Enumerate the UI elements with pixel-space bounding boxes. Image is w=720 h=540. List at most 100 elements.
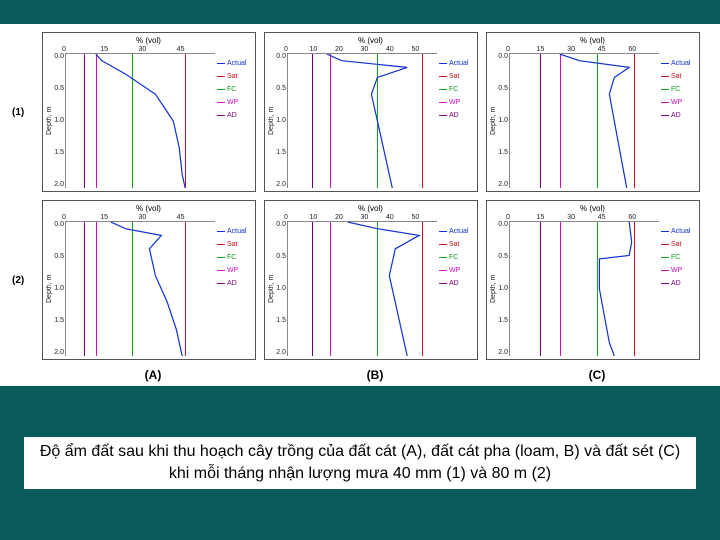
plot-area <box>287 221 437 356</box>
actual-curve <box>66 54 215 188</box>
legend-label: WP <box>449 267 460 274</box>
legend-label: AD <box>449 280 459 287</box>
legend-label: Sat <box>671 73 682 80</box>
charts-grid: (1)% (vol)0153045Depth, m0.00.51.01.52.0… <box>0 24 720 386</box>
legend-item: WP <box>661 99 695 106</box>
chart-panel: % (vol)0153045Depth, m0.00.51.01.52.0Act… <box>42 200 256 360</box>
actual-curve <box>66 222 215 356</box>
legend-item: Actual <box>661 228 695 235</box>
legend-label: Actual <box>671 60 690 67</box>
legend-item: WP <box>217 99 251 106</box>
y-ticks: 0.00.51.01.52.0 <box>497 221 509 356</box>
legend-label: Sat <box>671 241 682 248</box>
y-ticks: 0.00.51.01.52.0 <box>275 221 287 356</box>
legend-swatch <box>661 63 669 64</box>
chart-legend: Actual Sat FC WP AD <box>217 46 251 188</box>
legend-item: Sat <box>439 241 473 248</box>
chart-panel: % (vol)0153045Depth, m0.00.51.01.52.0 Act… <box>42 32 256 192</box>
legend-swatch <box>661 89 669 90</box>
chart-x-title: % (vol) <box>268 204 473 213</box>
chart-panel: % (vol)015304560Depth, m0.00.51.01.52.0A… <box>486 200 700 360</box>
legend-swatch <box>439 257 447 258</box>
legend-item: FC <box>439 86 473 93</box>
plot-area <box>65 53 215 188</box>
legend-item: FC <box>217 86 251 93</box>
chart-panel: % (vol)015304560Depth, m0.00.51.01.52.0A… <box>486 32 700 192</box>
legend-item: WP <box>661 267 695 274</box>
actual-curve <box>288 54 437 188</box>
chart-x-title: % (vol) <box>46 36 251 45</box>
legend-label: FC <box>671 86 680 93</box>
legend-item: Sat <box>661 241 695 248</box>
legend-label: AD <box>449 112 459 119</box>
x-ticks: 0153045 <box>46 46 215 53</box>
legend-item: Sat <box>661 73 695 80</box>
row-label: (2) <box>12 275 34 286</box>
actual-curve <box>510 222 659 356</box>
legend-swatch <box>661 270 669 271</box>
legend-swatch <box>439 231 447 232</box>
legend-swatch <box>217 76 225 77</box>
legend-swatch <box>439 102 447 103</box>
legend-swatch <box>217 102 225 103</box>
legend-label: WP <box>449 99 460 106</box>
legend-label: Actual <box>227 228 246 235</box>
legend-label: AD <box>671 112 681 119</box>
x-ticks: 015304560 <box>490 214 659 221</box>
y-axis-label: Depth, m <box>490 53 497 188</box>
legend-swatch <box>217 63 225 64</box>
legend-label: Sat <box>449 73 460 80</box>
legend-label: WP <box>227 99 238 106</box>
legend-label: FC <box>227 86 236 93</box>
legend-label: FC <box>449 254 458 261</box>
legend-swatch <box>217 283 225 284</box>
legend-swatch <box>439 283 447 284</box>
y-axis-label: Depth, m <box>46 221 53 356</box>
page: (1)% (vol)0153045Depth, m0.00.51.01.52.0… <box>0 0 720 540</box>
col-label-c: (C) <box>490 368 704 382</box>
chart-legend: ActualSatFCWPAD <box>439 46 473 188</box>
figure-caption: Độ ẩm đất sau khi thu hoạch cây trồng củ… <box>24 437 696 488</box>
caption-area: Độ ẩm đất sau khi thu hoạch cây trồng củ… <box>0 386 720 540</box>
legend-swatch <box>217 257 225 258</box>
legend-label: FC <box>449 86 458 93</box>
col-label-b: (B) <box>268 368 482 382</box>
x-ticks: 0153045 <box>46 214 215 221</box>
legend-swatch <box>439 270 447 271</box>
legend-swatch <box>217 115 225 116</box>
legend-label: Sat <box>227 241 238 248</box>
legend-item: AD <box>661 280 695 287</box>
legend-item: Sat <box>439 73 473 80</box>
y-axis-label: Depth, m <box>268 53 275 188</box>
legend-item: Sat <box>217 241 251 248</box>
legend-swatch <box>217 231 225 232</box>
chart-x-title: % (vol) <box>46 204 251 213</box>
legend-label: Actual <box>227 60 246 67</box>
x-ticks: 015304560 <box>490 46 659 53</box>
legend-label: Actual <box>449 228 468 235</box>
chart-row: (1)% (vol)0153045Depth, m0.00.51.01.52.0… <box>12 32 708 192</box>
legend-item: Actual <box>661 60 695 67</box>
legend-item: FC <box>661 254 695 261</box>
legend-item: AD <box>217 112 251 119</box>
y-axis-label: Depth, m <box>46 53 53 188</box>
chart-legend: Actual Sat FC WP AD <box>439 214 473 356</box>
chart-panel: % (vol)01020304050Depth, m0.00.51.01.52.… <box>264 32 478 192</box>
legend-swatch <box>661 244 669 245</box>
legend-item: Sat <box>217 73 251 80</box>
legend-label: AD <box>227 112 237 119</box>
chart-x-title: % (vol) <box>490 204 695 213</box>
legend-label: Actual <box>671 228 690 235</box>
y-ticks: 0.00.51.01.52.0 <box>53 53 65 188</box>
legend-swatch <box>217 89 225 90</box>
legend-label: AD <box>227 280 237 287</box>
legend-label: FC <box>671 254 680 261</box>
plot-area <box>509 53 659 188</box>
y-ticks: 0.00.51.01.52.0 <box>497 53 509 188</box>
legend-label: Sat <box>227 73 238 80</box>
row-label: (1) <box>12 107 34 118</box>
legend-swatch <box>439 76 447 77</box>
chart-legend: Actual Sat FC WP AD <box>661 46 695 188</box>
legend-swatch <box>661 76 669 77</box>
legend-swatch <box>661 102 669 103</box>
